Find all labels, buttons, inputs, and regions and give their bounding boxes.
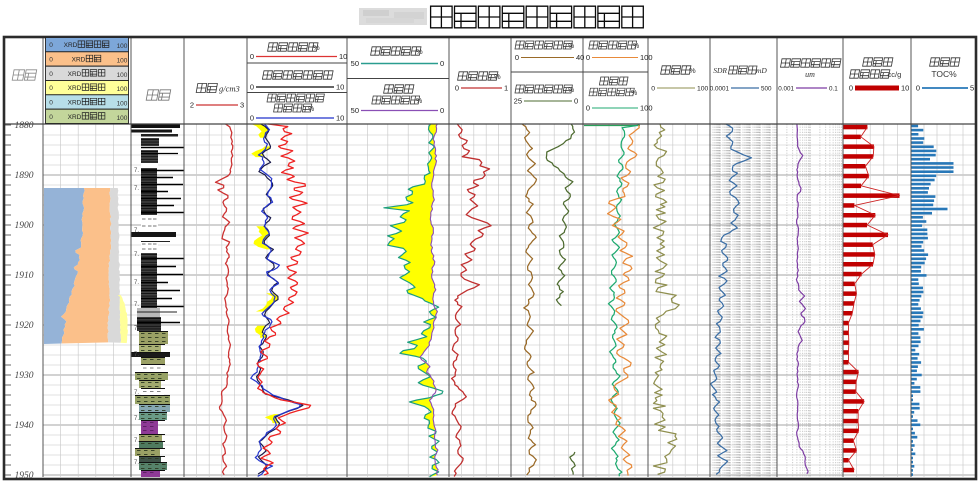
svg-text:SDR: SDR bbox=[713, 66, 727, 75]
svg-text:7.: 7. bbox=[134, 438, 139, 444]
svg-text:7.: 7. bbox=[134, 252, 139, 258]
svg-text:%: % bbox=[568, 87, 574, 94]
svg-text:10: 10 bbox=[901, 84, 909, 93]
svg-text:7.: 7. bbox=[134, 168, 139, 174]
svg-text:%: % bbox=[633, 43, 639, 50]
svg-text:0: 0 bbox=[574, 97, 578, 106]
svg-text:0: 0 bbox=[250, 52, 254, 61]
svg-text:0: 0 bbox=[250, 83, 254, 92]
svg-text:100: 100 bbox=[117, 115, 128, 122]
svg-text:7.: 7. bbox=[134, 186, 139, 192]
svg-text:40: 40 bbox=[576, 53, 584, 62]
svg-text:%: % bbox=[416, 47, 423, 56]
svg-text:TOC%: TOC% bbox=[931, 69, 957, 79]
svg-text:2: 2 bbox=[190, 101, 194, 110]
svg-text:XRD: XRD bbox=[68, 114, 82, 121]
svg-text:100: 100 bbox=[640, 53, 653, 62]
svg-text:cc/g: cc/g bbox=[888, 70, 902, 79]
svg-text:1940: 1940 bbox=[15, 421, 34, 431]
svg-text:0: 0 bbox=[49, 85, 53, 92]
svg-text:50: 50 bbox=[351, 106, 359, 115]
svg-text:%: % bbox=[689, 66, 696, 75]
svg-text:0.1: 0.1 bbox=[829, 86, 838, 93]
svg-text:%: % bbox=[416, 98, 422, 105]
svg-text:7.: 7. bbox=[134, 352, 139, 358]
svg-text:0: 0 bbox=[455, 84, 459, 93]
svg-text:0: 0 bbox=[49, 71, 53, 78]
svg-text:%: % bbox=[313, 43, 320, 52]
svg-text:0: 0 bbox=[49, 100, 53, 107]
svg-text:0: 0 bbox=[515, 53, 519, 62]
svg-text:7.: 7. bbox=[134, 280, 139, 286]
svg-text:100: 100 bbox=[117, 86, 128, 93]
svg-text:10: 10 bbox=[336, 83, 344, 92]
svg-text:10: 10 bbox=[336, 114, 344, 123]
svg-text:0.0001: 0.0001 bbox=[710, 86, 730, 93]
svg-text:3: 3 bbox=[240, 101, 244, 110]
svg-text:1900: 1900 bbox=[15, 221, 34, 231]
svg-text:%: % bbox=[494, 72, 501, 81]
svg-text:0: 0 bbox=[916, 84, 920, 93]
svg-text:7.: 7. bbox=[134, 390, 139, 396]
svg-text:10: 10 bbox=[339, 52, 347, 61]
svg-text:XRD: XRD bbox=[72, 57, 86, 64]
svg-text:%: % bbox=[568, 43, 574, 50]
svg-text:500: 500 bbox=[761, 86, 772, 93]
svg-text:0: 0 bbox=[586, 104, 590, 113]
svg-text:XRD: XRD bbox=[64, 42, 78, 49]
svg-text:0: 0 bbox=[586, 53, 590, 62]
svg-text:100: 100 bbox=[117, 101, 128, 108]
svg-text:7.: 7. bbox=[134, 326, 139, 332]
svg-text:7.: 7. bbox=[134, 228, 139, 234]
svg-text:XRD: XRD bbox=[68, 100, 82, 107]
svg-text:1880: 1880 bbox=[15, 121, 34, 131]
svg-text:0.001: 0.001 bbox=[778, 86, 794, 93]
svg-text:XRD: XRD bbox=[68, 85, 82, 92]
svg-text:100: 100 bbox=[117, 43, 128, 50]
svg-text:1910: 1910 bbox=[15, 271, 34, 281]
svg-text:1890: 1890 bbox=[15, 171, 34, 181]
svg-text:0: 0 bbox=[440, 59, 444, 68]
svg-text:100: 100 bbox=[117, 58, 128, 65]
svg-text:1930: 1930 bbox=[15, 371, 34, 381]
svg-text:0: 0 bbox=[440, 106, 444, 115]
svg-text:7.: 7. bbox=[134, 416, 139, 422]
svg-text:um: um bbox=[805, 70, 815, 79]
svg-text:0: 0 bbox=[651, 86, 655, 93]
svg-text:0: 0 bbox=[849, 84, 853, 93]
svg-text:0: 0 bbox=[250, 114, 254, 123]
svg-text:g/cm3: g/cm3 bbox=[219, 84, 240, 94]
svg-text:1: 1 bbox=[504, 84, 508, 93]
svg-text:50: 50 bbox=[351, 59, 359, 68]
svg-text:7.: 7. bbox=[134, 302, 139, 308]
svg-text:0: 0 bbox=[49, 57, 53, 64]
svg-text:0: 0 bbox=[49, 42, 53, 49]
svg-text:1920: 1920 bbox=[15, 321, 34, 331]
svg-text:100: 100 bbox=[117, 72, 128, 79]
svg-text:0: 0 bbox=[49, 114, 53, 121]
svg-text:mD: mD bbox=[756, 66, 767, 75]
svg-text:XRD: XRD bbox=[68, 71, 82, 78]
svg-text:%: % bbox=[308, 106, 314, 113]
svg-text:7.: 7. bbox=[134, 460, 139, 466]
svg-text:1950: 1950 bbox=[15, 471, 34, 481]
svg-text:25: 25 bbox=[514, 97, 522, 106]
svg-text:100: 100 bbox=[697, 86, 709, 93]
svg-text:5: 5 bbox=[970, 84, 974, 93]
svg-text:%: % bbox=[631, 90, 637, 97]
svg-text:100: 100 bbox=[640, 104, 653, 113]
